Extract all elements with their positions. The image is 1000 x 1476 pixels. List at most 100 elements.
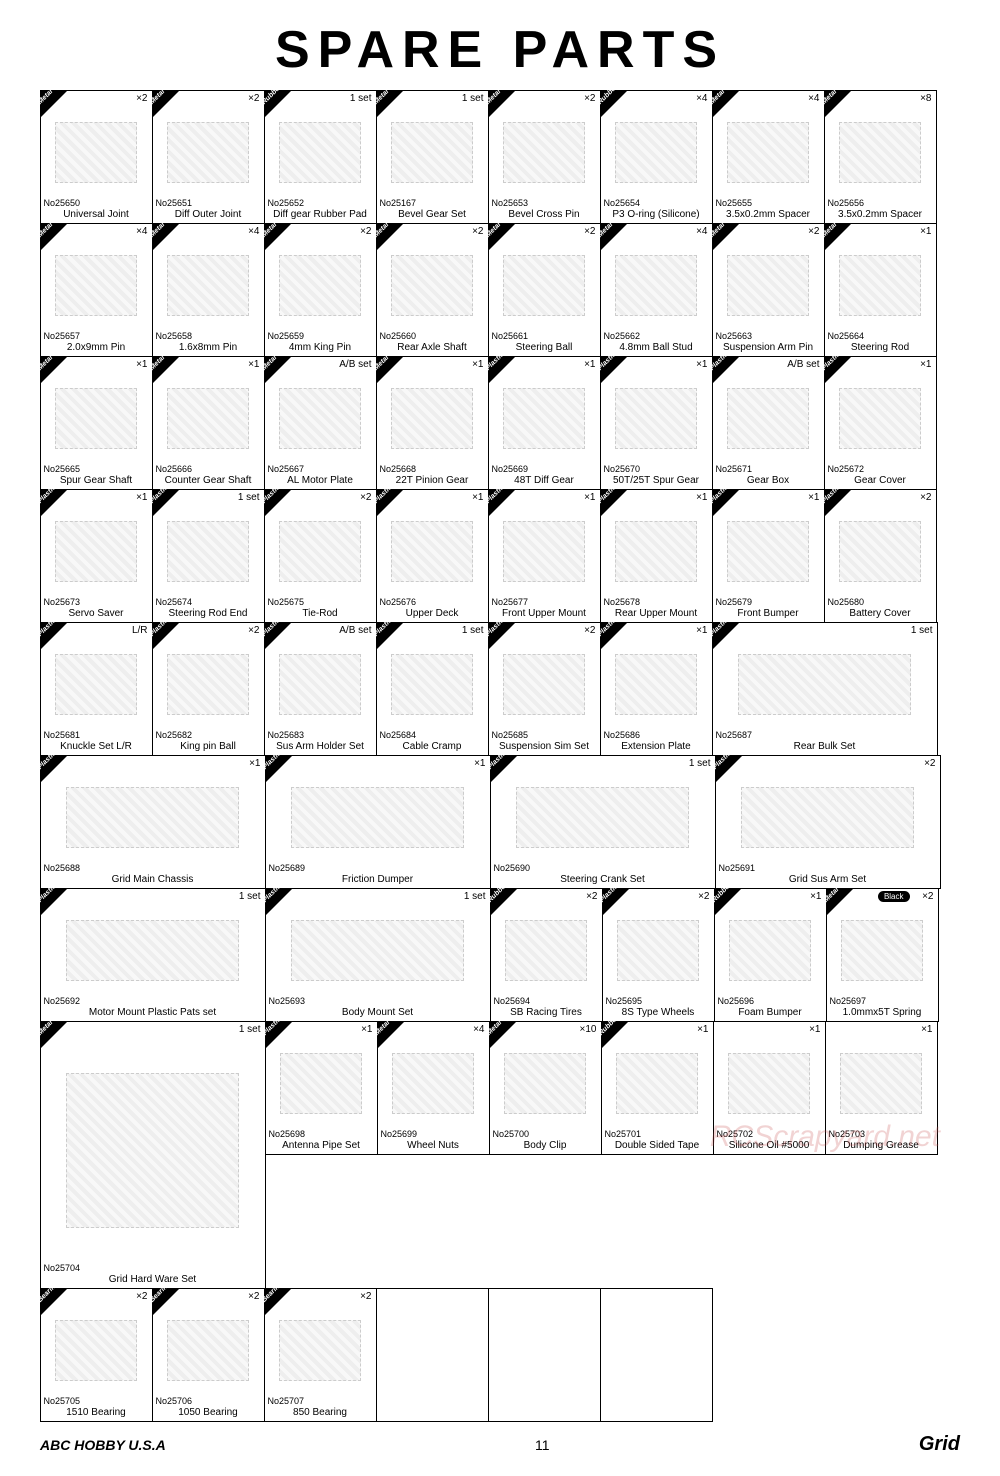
part-name: Wheel Nuts: [381, 1140, 486, 1151]
part-qty: 1 set: [911, 625, 933, 636]
part-image-placeholder: [167, 122, 249, 184]
part-qty: ×1: [921, 1024, 932, 1035]
part-number: No25706: [156, 1396, 193, 1406]
part-label: No256572.0x9mm Pin: [41, 330, 152, 356]
part-label: No25673Servo Saver: [41, 596, 152, 622]
part-number: No25660: [380, 331, 417, 341]
part-cell: ×1No25703Dumping Grease: [825, 1021, 938, 1155]
part-name: 22T Pinion Gear: [380, 475, 485, 486]
part-cell: Metal×4No256581.6x8mm Pin: [152, 223, 265, 357]
part-label: No25691Grid Sus Arm Set: [716, 862, 940, 888]
part-number: No25671: [716, 464, 753, 474]
part-name: Steering Ball: [492, 342, 597, 353]
part-name: Antenna Pipe Set: [269, 1140, 374, 1151]
part-number: No25702: [717, 1129, 754, 1139]
part-cell: ×1No25702Silicone Oil #5000: [713, 1021, 826, 1155]
part-name: Rear Upper Mount: [604, 608, 709, 619]
part-cell: PlasticA/B setNo25683Sus Arm Holder Set: [264, 622, 377, 756]
part-image-placeholder: [279, 388, 361, 450]
part-number: No25697: [830, 996, 867, 1006]
footer-brand-right: Grid: [919, 1433, 960, 1456]
part-number: No25700: [493, 1129, 530, 1139]
part-qty: ×1: [584, 492, 595, 503]
part-label: No25685Suspension Sim Set: [489, 729, 600, 755]
part-cell: Metal×2BlackNo256971.0mmx5T Spring: [826, 888, 939, 1022]
parts-grid: Metal×2No25650Universal JointMetal×2No25…: [40, 90, 960, 1421]
part-name: Battery Cover: [828, 608, 933, 619]
part-image-placeholder: [503, 388, 585, 450]
part-image-placeholder: [839, 521, 921, 583]
part-number: No25707: [268, 1396, 305, 1406]
part-image-placeholder: [55, 122, 137, 184]
part-image: [266, 889, 490, 995]
part-number: No25688: [44, 863, 81, 873]
part-image-placeholder: [729, 920, 811, 982]
part-image-placeholder: [55, 654, 137, 716]
part-cell: Metal×2No25661Steering Ball: [488, 223, 601, 357]
part-image-placeholder: [167, 255, 249, 317]
part-number: No25685: [492, 730, 529, 740]
part-name: 4.8mm Ball Stud: [604, 342, 709, 353]
part-number: No25677: [492, 597, 529, 607]
part-qty: ×1: [808, 492, 819, 503]
part-image: [714, 1022, 825, 1128]
part-number: No25705: [44, 1396, 81, 1406]
footer-brand-left: ABC HOBBY U.S.A: [40, 1437, 166, 1453]
part-label: No256553.5x0.2mm Spacer: [713, 197, 824, 223]
part-image-placeholder: [279, 1320, 361, 1382]
part-qty: ×4: [473, 1024, 484, 1035]
part-name: 3.5x0.2mm Spacer: [716, 209, 821, 220]
part-cell: Metal×1No2566822T Pinion Gear: [376, 356, 489, 490]
part-cell: Rubber×1No25696Foam Bumper: [714, 888, 827, 1022]
part-image-placeholder: [55, 1320, 137, 1382]
part-name: AL Motor Plate: [268, 475, 373, 486]
part-number: No25680: [828, 597, 865, 607]
part-qty: L/R: [132, 625, 148, 636]
part-cell: Metal×1No25666Counter Gear Shaft: [152, 356, 265, 490]
part-number: No25694: [494, 996, 531, 1006]
part-image: [826, 1022, 937, 1128]
part-label: No25660Rear Axle Shaft: [377, 330, 488, 356]
part-image: [41, 1022, 265, 1262]
part-number: No25693: [269, 996, 306, 1006]
part-name: Extension Plate: [604, 741, 709, 752]
part-cell: Metal×2No25660Rear Axle Shaft: [376, 223, 489, 357]
part-number: No25704: [44, 1263, 81, 1273]
part-image: [266, 756, 490, 862]
part-number: No25654: [604, 198, 641, 208]
part-image-placeholder: [615, 122, 697, 184]
part-name: Bevel Gear Set: [380, 209, 485, 220]
part-name: Body Mount Set: [269, 1007, 487, 1018]
part-qty: ×1: [249, 758, 260, 769]
part-qty: 1 set: [689, 758, 711, 769]
part-image-placeholder: [839, 388, 921, 450]
part-label: No25664Steering Rod: [825, 330, 936, 356]
part-cell: Plastic1 setNo25692Motor Mount Plastic P…: [40, 888, 266, 1022]
part-number: No25659: [268, 331, 305, 341]
part-name: P3 O-ring (Silicone): [604, 209, 709, 220]
part-number: No25658: [156, 331, 193, 341]
part-qty: ×2: [586, 891, 597, 902]
part-cell: Bearing×2No257051510 Bearing: [40, 1288, 153, 1422]
part-name: Grid Hard Ware Set: [44, 1274, 262, 1285]
part-label: No2567050T/25T Spur Gear: [601, 463, 712, 489]
part-cell: Plastic×1No25672Gear Cover: [824, 356, 937, 490]
part-name: Rear Bulk Set: [716, 741, 934, 752]
part-name: Servo Saver: [44, 608, 149, 619]
part-number: No25675: [268, 597, 305, 607]
part-image-placeholder: [841, 920, 923, 982]
part-label: No25652Diff gear Rubber Pad: [265, 197, 376, 223]
part-label: No25663Suspension Arm Pin: [713, 330, 824, 356]
part-number: No25663: [716, 331, 753, 341]
part-number: No25668: [380, 464, 417, 474]
part-image: [491, 756, 715, 862]
part-label: No256958S Type Wheels: [603, 995, 714, 1021]
part-label: No25653Bevel Cross Pin: [489, 197, 600, 223]
part-image-placeholder: [279, 654, 361, 716]
part-qty: ×1: [248, 359, 259, 370]
part-name: Motor Mount Plastic Pats set: [44, 1007, 262, 1018]
part-label: No2566822T Pinion Gear: [377, 463, 488, 489]
part-label: No25654P3 O-ring (Silicone): [601, 197, 712, 223]
part-name: Upper Deck: [380, 608, 485, 619]
part-name: Steering Rod End: [156, 608, 261, 619]
